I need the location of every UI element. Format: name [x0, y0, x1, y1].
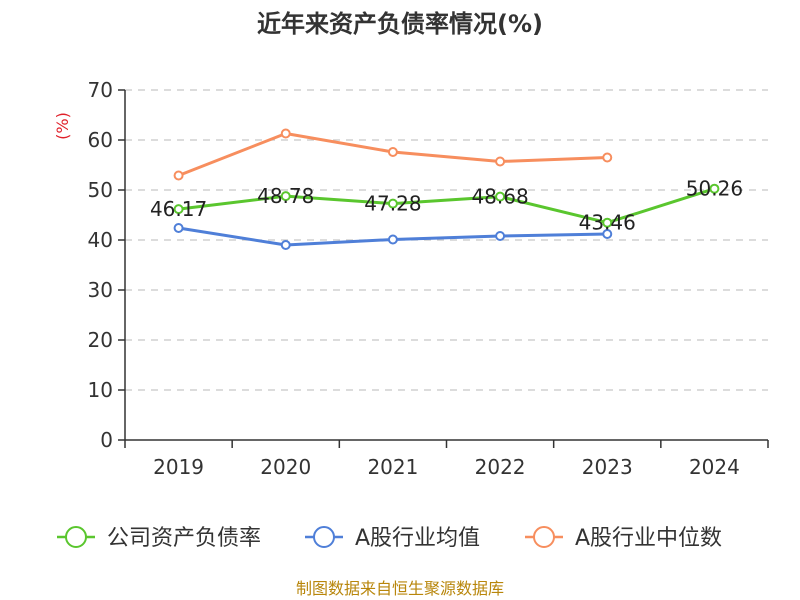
- y-tick-label: 0: [100, 428, 113, 452]
- x-tick-labels: 2019 2020 2021 2022 2023 2024: [153, 455, 740, 479]
- series-lines: [173, 128, 720, 250]
- data-point: [602, 217, 613, 228]
- y-tick-label: 20: [88, 328, 113, 352]
- y-tick-label: 30: [88, 278, 113, 302]
- data-point: [173, 170, 184, 181]
- data-point: [280, 128, 291, 139]
- data-label: 48.78: [257, 184, 314, 208]
- data-point: [602, 229, 613, 239]
- y-tick-label: 50: [88, 178, 113, 202]
- y-tick-label: 70: [88, 78, 113, 102]
- data-point: [495, 156, 506, 167]
- data-label: 46.17: [150, 197, 207, 221]
- chart-title: 近年来资产负债率情况(%): [257, 10, 543, 38]
- x-tick-label: 2019: [153, 455, 204, 479]
- data-point: [387, 198, 398, 209]
- data-point: [387, 234, 398, 245]
- data-label: 43.46: [579, 211, 636, 235]
- legend-label: 公司资产负债率: [107, 526, 261, 551]
- legend-label: A股行业中位数: [575, 526, 722, 551]
- y-tick-label: 10: [88, 378, 113, 402]
- data-point: [387, 147, 398, 157]
- x-tick-label: 2021: [367, 455, 418, 479]
- data-label: 50.26: [686, 177, 743, 201]
- data-point: [495, 231, 506, 241]
- x-tick-label: 2022: [475, 455, 526, 479]
- data-point: [280, 191, 291, 202]
- series-line: [178, 187, 715, 225]
- data-point: [173, 223, 184, 233]
- data-point: [709, 183, 720, 194]
- legend-marker: [533, 526, 555, 548]
- x-tick-label: 2023: [582, 455, 633, 479]
- data-label: 48.68: [471, 185, 528, 209]
- data-labels: 46.17 48.78 47.28 48.68 43.46 50.26: [150, 177, 743, 235]
- y-tick-label: 40: [88, 228, 113, 252]
- axes: [118, 89, 769, 448]
- data-point: [280, 240, 291, 250]
- data-point: [495, 191, 506, 202]
- y-axis-label: (%): [53, 112, 72, 140]
- legend-marker: [65, 526, 87, 548]
- data-point: [173, 204, 184, 215]
- data-point: [602, 152, 613, 163]
- grid-lines: [125, 89, 768, 391]
- y-tick-label: 60: [88, 128, 113, 152]
- data-label: 47.28: [364, 192, 421, 216]
- y-tick-labels: 0 10 20 30 40 50 60 70: [88, 78, 113, 452]
- legend-marker: [313, 526, 335, 548]
- legend: 公司资产负债率 A股行业均值 A股行业中位数: [57, 526, 722, 551]
- source-note: 制图数据来自恒生聚源数据库: [296, 579, 504, 598]
- x-tick-label: 2024: [689, 455, 740, 479]
- legend-label: A股行业均值: [355, 526, 480, 551]
- x-tick-label: 2020: [260, 455, 311, 479]
